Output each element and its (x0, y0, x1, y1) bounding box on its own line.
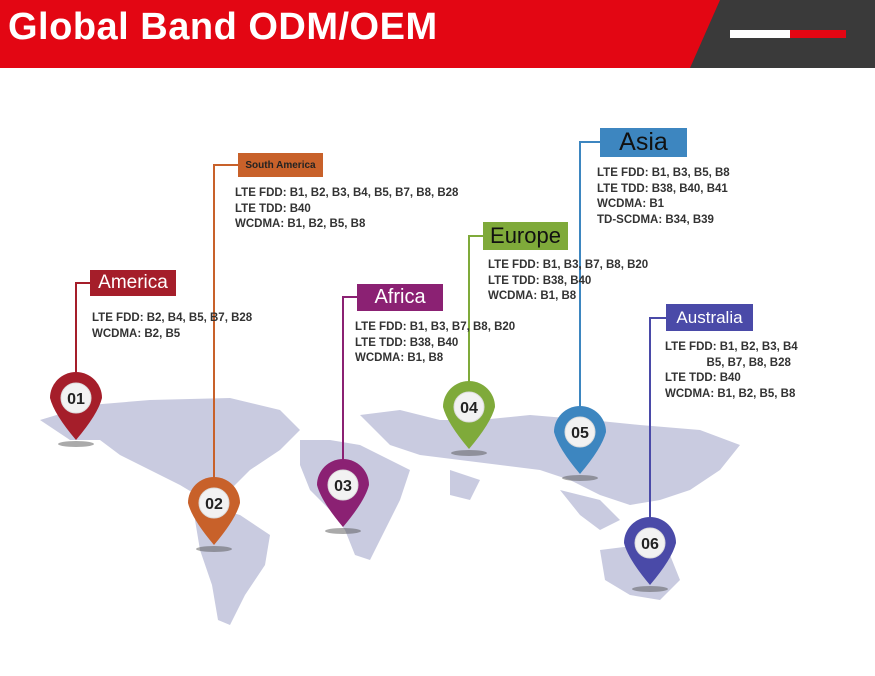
band-info-africa: LTE FDD: B1, B3, B7, B8, B20 LTE TDD: B38… (355, 320, 515, 367)
band-line: LTE FDD: B1, B2, B3, B4 (665, 341, 798, 353)
pin-number: 04 (460, 400, 478, 417)
band-line: LTE FDD: B1, B2, B3, B4, B5, B7, B8, B28 (235, 187, 459, 199)
band-line: LTE TDD: B40 (665, 372, 741, 384)
band-info-australia: LTE FDD: B1, B2, B3, B4 B5, B7, B8, B28 L… (665, 340, 798, 402)
band-line: LTE TDD: B38, B40 (488, 274, 592, 287)
band-line: LTE FDD: B1, B3, B7, B8, B20 (488, 259, 649, 271)
band-line: LTE FDD: B1, B3, B5, B8 (597, 167, 730, 179)
connector-europe (468, 235, 483, 384)
connector-south-america (213, 164, 238, 482)
connector-africa (342, 296, 357, 462)
connector-lines (75, 141, 666, 520)
map-landmass (40, 398, 740, 625)
band-info-south-america: LTE FDD: B1, B2, B3, B4, B5, B7, B8, B28… (235, 186, 458, 233)
pin-05: 05 (554, 406, 606, 481)
band-info-asia: LTE FDD: B1, B3, B5, B8 LTE TDD: B38, B40… (597, 166, 730, 228)
pin-04: 04 (443, 381, 495, 456)
pin-number: 06 (641, 536, 659, 553)
region-label-europe: Europe (483, 222, 568, 250)
band-info-america: LTE FDD: B2, B4, B5, B7, B28 WCDMA: B2, B… (92, 311, 252, 342)
region-label-asia: Asia (600, 128, 687, 157)
band-line: LTE FDD: B2, B4, B5, B7, B28 (92, 312, 253, 324)
decor-bar-red (790, 30, 846, 38)
region-label-america: America (90, 270, 176, 296)
pin-number: 03 (334, 478, 352, 495)
pin-number: 05 (571, 425, 589, 442)
connector-america (75, 282, 90, 375)
location-pins: 01 02 03 04 05 06 (50, 372, 676, 592)
band-line: WCDMA: B1, B8 (355, 352, 444, 364)
band-line: LTE TDD: B38, B40, B41 (597, 182, 728, 195)
pin-number: 01 (67, 391, 85, 408)
region-label-australia: Australia (666, 304, 753, 331)
connector-asia (579, 141, 600, 409)
pin-02: 02 (187, 476, 241, 552)
pin-number: 02 (205, 496, 223, 513)
band-line: WCDMA: B2, B5 (92, 327, 181, 340)
band-line: TD-SCDMA: B34, B39 (597, 213, 714, 226)
pin-03: 03 (317, 459, 369, 534)
pin-06: 06 (624, 517, 676, 592)
pin-01: 01 (50, 372, 102, 447)
band-line: B5, B7, B8, B28 (665, 356, 791, 369)
band-line: WCDMA: B1, B2, B5, B8 (665, 387, 796, 400)
band-line: LTE TDD: B38, B40 (355, 336, 459, 349)
decor-bar-white (730, 30, 790, 38)
region-label-south-america: South America (238, 153, 323, 177)
band-line: WCDMA: B1 (597, 198, 665, 210)
connector-australia (649, 317, 666, 520)
page-title: Global Band ODM/OEM (8, 6, 438, 48)
region-label-africa: Africa (357, 284, 443, 311)
band-line: WCDMA: B1, B8 (488, 290, 577, 302)
band-line: WCDMA: B1, B2, B5, B8 (235, 218, 366, 230)
band-info-europe: LTE FDD: B1, B3, B7, B8, B20 LTE TDD: B38… (488, 258, 648, 305)
band-line: LTE FDD: B1, B3, B7, B8, B20 (355, 321, 516, 333)
band-line: LTE TDD: B40 (235, 202, 311, 215)
